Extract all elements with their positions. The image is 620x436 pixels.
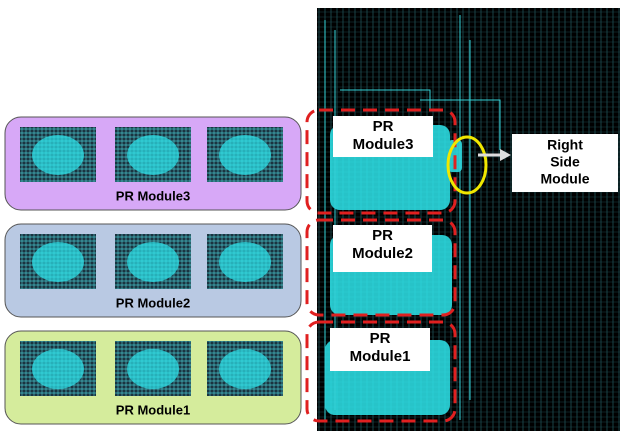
thumbnail-logic — [32, 349, 84, 389]
thumbnail-logic — [32, 242, 84, 282]
thumbnail-logic — [219, 135, 271, 175]
panel-label: PR Module3 — [116, 188, 190, 203]
callout-label: Right — [547, 137, 583, 153]
thumbnail-logic — [127, 135, 179, 175]
thumbnail-logic — [219, 242, 271, 282]
callout-label: Side — [550, 154, 580, 170]
panel-label: PR Module1 — [116, 402, 190, 417]
floorplan-diagram: PR Module3PR Module2PR Module1PRModule3P… — [0, 0, 620, 431]
region-label: Module3 — [353, 136, 414, 153]
region-label: Module2 — [352, 245, 413, 262]
thumbnail-logic — [219, 349, 271, 389]
thumbnail-logic — [32, 135, 84, 175]
region-label: PR — [370, 330, 391, 347]
region-label: Module1 — [350, 348, 411, 365]
callout-label: Module — [541, 171, 590, 187]
region-label: PR — [373, 118, 394, 135]
thumbnail-logic — [127, 242, 179, 282]
region-label: PR — [372, 227, 393, 244]
panel-label: PR Module2 — [116, 295, 190, 310]
thumbnail-logic — [127, 349, 179, 389]
